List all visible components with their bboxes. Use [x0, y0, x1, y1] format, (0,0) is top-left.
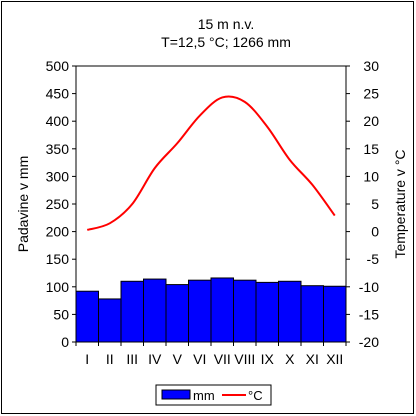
y-left-tick-label: 100: [46, 279, 70, 295]
chart-title: 15 m n.v.: [198, 16, 255, 32]
y-right-tick-label: 25: [363, 86, 379, 102]
y-right-tick-label: 10: [363, 168, 379, 184]
y-right-tick-label: 20: [363, 113, 379, 129]
x-tick-label-VIII: VIII: [234, 351, 255, 367]
bar-VIII: [233, 279, 257, 343]
temperature-line: [86, 95, 336, 231]
legend-swatch-mm: [161, 389, 191, 400]
x-tick-label-VI: VI: [193, 351, 206, 367]
bar-I: [75, 290, 99, 343]
y-right-tick-label: -15: [359, 306, 379, 322]
bar-IV: [143, 278, 167, 343]
bar-VI: [188, 279, 212, 343]
bar-VII: [210, 277, 234, 343]
y-left-axis-label: Padavine v mm: [15, 156, 31, 252]
y-right-tick-label: 15: [363, 141, 379, 157]
x-tick-label-XI: XI: [306, 351, 319, 367]
y-left-tick-label: 50: [53, 306, 69, 322]
legend: mm °C: [155, 384, 272, 406]
y-left-tick-label: 250: [46, 196, 70, 212]
bar-II: [98, 298, 122, 343]
y-left-tick-label: 400: [46, 113, 70, 129]
x-tick-label-V: V: [173, 351, 183, 367]
x-tick-label-III: III: [126, 351, 138, 367]
bar-V: [165, 284, 189, 343]
y-left-tick-label: 300: [46, 168, 70, 184]
bar-III: [120, 280, 144, 343]
y-right-tick-label: 30: [363, 58, 379, 74]
bar-XII: [323, 285, 347, 343]
bar-XI: [300, 285, 324, 343]
y-right-tick-label: -20: [359, 334, 379, 350]
x-tick-label-XII: XII: [326, 351, 343, 367]
y-right-tick-label: -5: [367, 251, 380, 267]
y-left-tick-label: 350: [46, 141, 70, 157]
y-right-tick-label: -10: [359, 279, 379, 295]
x-tick-label-II: II: [106, 351, 114, 367]
chart-subtitle: T=12,5 °C; 1266 mm: [161, 34, 291, 50]
legend-label-mm: mm: [193, 388, 215, 403]
x-tick-label-I: I: [85, 351, 89, 367]
y-left-tick-label: 200: [46, 224, 70, 240]
y-right-tick-label: 5: [371, 196, 379, 212]
bar-X: [278, 280, 302, 343]
y-left-tick-label: 450: [46, 86, 70, 102]
y-left-tick-label: 150: [46, 251, 70, 267]
y-left-tick-label: 0: [61, 334, 69, 350]
y-right-tick-label: 0: [371, 224, 379, 240]
x-tick-label-IX: IX: [261, 351, 275, 367]
y-right-axis-label: Temperature v °C: [392, 149, 408, 258]
bar-IX: [255, 281, 279, 343]
x-tick-label-X: X: [285, 351, 295, 367]
y-left-tick-label: 500: [46, 58, 70, 74]
x-tick-label-IV: IV: [148, 351, 162, 367]
legend-label-temp: °C: [248, 388, 263, 403]
x-tick-label-VII: VII: [214, 351, 231, 367]
